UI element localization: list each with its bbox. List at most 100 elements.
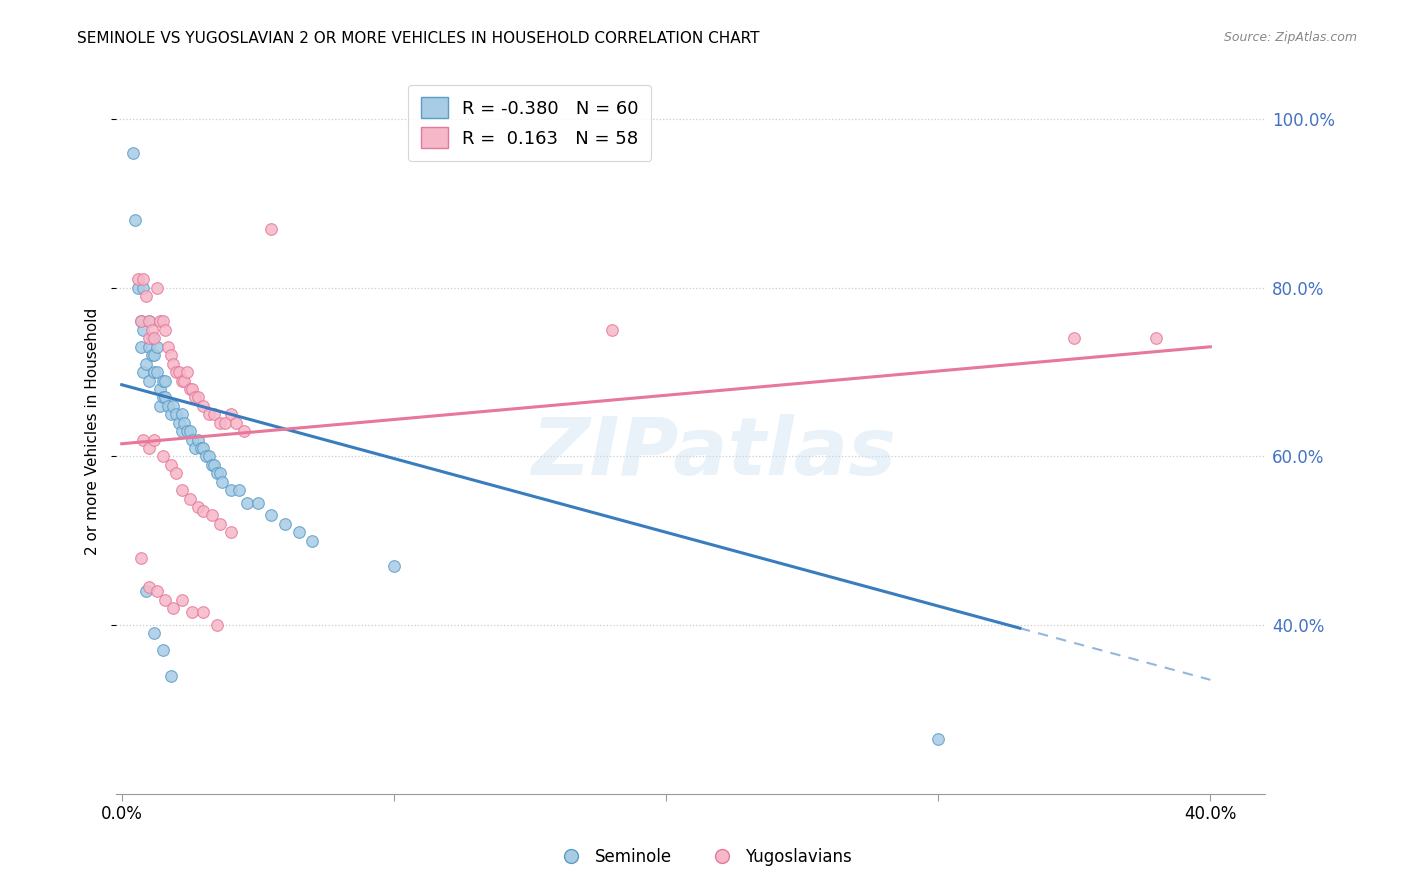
Point: [129, 314, 152, 328]
Point: [274, 516, 297, 531]
Point: [246, 496, 269, 510]
Point: [138, 331, 160, 345]
Point: [143, 365, 166, 379]
Legend: Seminole, Yugoslavians: Seminole, Yugoslavians: [548, 842, 858, 873]
Point: [193, 399, 215, 413]
Point: [200, 458, 222, 472]
Point: [225, 416, 247, 430]
Point: [198, 450, 221, 464]
Point: [127, 272, 149, 286]
Point: [200, 508, 222, 523]
Point: [600, 323, 623, 337]
Point: [219, 407, 242, 421]
Point: [156, 399, 179, 413]
Point: [193, 606, 215, 620]
Point: [193, 504, 215, 518]
Point: [208, 516, 231, 531]
Point: [181, 433, 204, 447]
Point: [165, 407, 187, 421]
Point: [155, 390, 177, 404]
Point: [152, 314, 174, 328]
Point: [927, 731, 949, 746]
Point: [1144, 331, 1167, 345]
Point: [141, 323, 163, 337]
Point: [179, 382, 201, 396]
Point: [287, 525, 309, 540]
Point: [170, 374, 193, 388]
Point: [179, 424, 201, 438]
Point: [132, 281, 155, 295]
Point: [129, 314, 152, 328]
Point: [159, 348, 181, 362]
Point: [149, 399, 172, 413]
Point: [155, 323, 177, 337]
Point: [141, 348, 163, 362]
Point: [138, 374, 160, 388]
Point: [167, 416, 190, 430]
Point: [143, 331, 166, 345]
Point: [146, 365, 169, 379]
Point: [159, 407, 181, 421]
Point: [184, 390, 207, 404]
Point: [211, 475, 233, 489]
Point: [1063, 331, 1085, 345]
Text: Source: ZipAtlas.com: Source: ZipAtlas.com: [1223, 31, 1357, 45]
Point: [181, 606, 204, 620]
Point: [228, 483, 250, 497]
Text: ZIPatlas: ZIPatlas: [531, 414, 896, 491]
Point: [135, 584, 157, 599]
Point: [159, 458, 181, 472]
Point: [198, 407, 221, 421]
Text: SEMINOLE VS YUGOSLAVIAN 2 OR MORE VEHICLES IN HOUSEHOLD CORRELATION CHART: SEMINOLE VS YUGOSLAVIAN 2 OR MORE VEHICL…: [77, 31, 759, 46]
Point: [170, 592, 193, 607]
Point: [138, 314, 160, 328]
Point: [121, 145, 143, 160]
Point: [190, 441, 212, 455]
Point: [143, 433, 166, 447]
Point: [205, 467, 228, 481]
Point: [167, 365, 190, 379]
Point: [173, 416, 195, 430]
Point: [132, 272, 155, 286]
Point: [208, 467, 231, 481]
Point: [233, 424, 256, 438]
Point: [138, 580, 160, 594]
Point: [184, 441, 207, 455]
Point: [127, 281, 149, 295]
Point: [132, 365, 155, 379]
Point: [152, 374, 174, 388]
Point: [195, 450, 218, 464]
Point: [129, 550, 152, 565]
Point: [165, 365, 187, 379]
Point: [155, 592, 177, 607]
Point: [138, 314, 160, 328]
Point: [301, 533, 323, 548]
Point: [260, 508, 283, 523]
Point: [149, 314, 172, 328]
Point: [205, 618, 228, 632]
Point: [138, 340, 160, 354]
Point: [170, 407, 193, 421]
Legend: R = -0.380   N = 60, R =  0.163   N = 58: R = -0.380 N = 60, R = 0.163 N = 58: [408, 85, 651, 161]
Point: [135, 357, 157, 371]
Point: [162, 601, 184, 615]
Point: [170, 424, 193, 438]
Point: [219, 525, 242, 540]
Point: [138, 441, 160, 455]
Point: [152, 390, 174, 404]
Point: [152, 450, 174, 464]
Point: [176, 365, 198, 379]
Point: [202, 458, 225, 472]
Point: [143, 626, 166, 640]
Point: [146, 281, 169, 295]
Point: [173, 374, 195, 388]
Point: [156, 340, 179, 354]
Point: [124, 213, 146, 227]
Point: [143, 348, 166, 362]
Point: [165, 467, 187, 481]
Point: [135, 289, 157, 303]
Point: [146, 584, 169, 599]
Y-axis label: 2 or more Vehicles in Household: 2 or more Vehicles in Household: [86, 308, 100, 555]
Point: [132, 433, 155, 447]
Point: [214, 416, 236, 430]
